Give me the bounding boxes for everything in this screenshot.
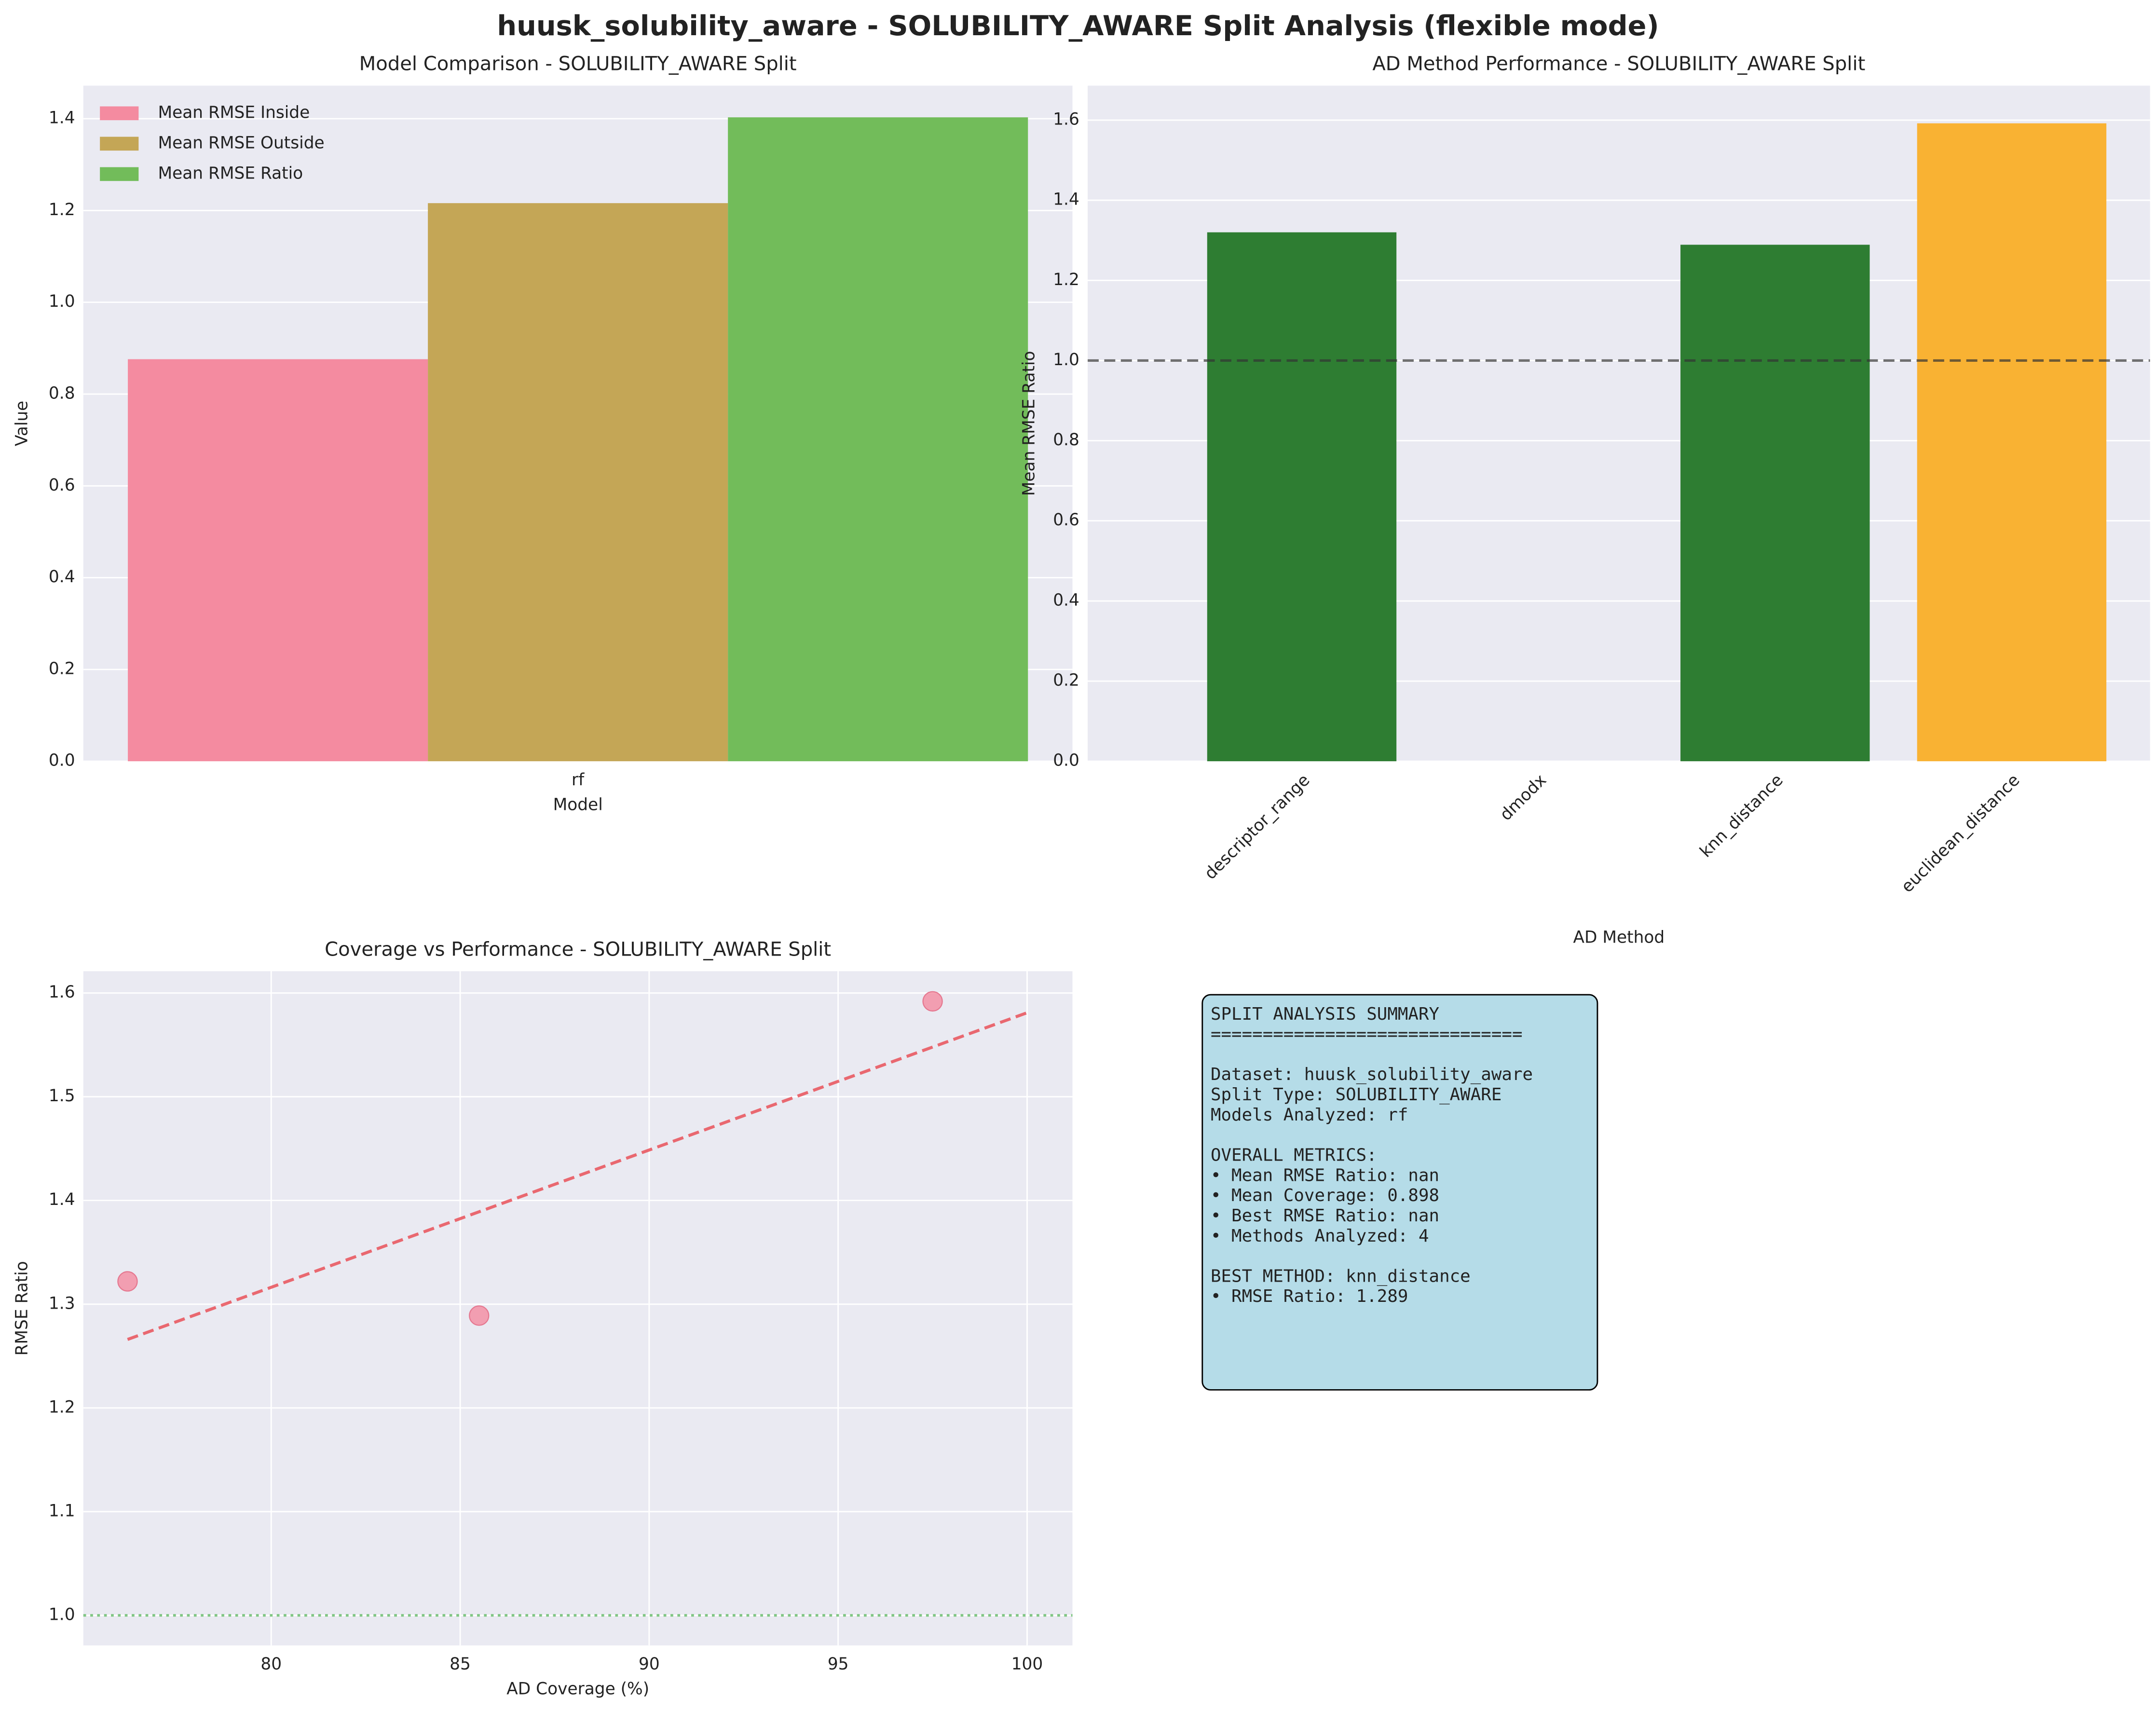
figure-title: huusk_solubility_aware - SOLUBILITY_AWAR… [497,10,1659,42]
legend-label: Mean RMSE Ratio [158,164,303,183]
summary-line: Dataset: huusk_solubility_aware [1211,1065,1533,1084]
chart-title: Coverage vs Performance - SOLUBILITY_AWA… [325,939,831,961]
chart-title: Model Comparison - SOLUBILITY_AWARE Spli… [359,53,797,75]
summary-line: OVERALL METRICS: [1211,1145,1377,1165]
y-tick-label: 1.0 [49,292,75,311]
legend-swatch [100,106,139,121]
x-axis-label: AD Coverage (%) [506,1679,649,1698]
legend-label: Mean RMSE Inside [158,103,310,122]
summary-box [1201,994,1598,1391]
scatter-point [922,991,943,1012]
x-tick-label: 85 [450,1654,471,1674]
x-tick-label: 95 [828,1654,849,1674]
x-tick-label: rf [572,770,585,790]
y-tick-label: 1.5 [49,1086,75,1106]
x-tick-label: 100 [1011,1654,1043,1674]
summary-line: • RMSE Ratio: 1.289 [1211,1286,1408,1306]
y-tick-label: 1.2 [49,200,75,219]
x-axis-label: Model [553,795,603,814]
y-tick-label: 1.0 [1053,350,1079,369]
y-tick-label: 1.6 [1053,110,1079,129]
bar [1917,123,2107,762]
y-tick-label: 1.4 [1053,190,1079,209]
y-axis-label: RMSE Ratio [12,1261,31,1355]
y-tick-label: 0.6 [49,476,75,495]
y-tick-label: 1.2 [49,1397,75,1417]
summary-line: • Mean RMSE Ratio: nan [1211,1165,1439,1185]
y-tick-label: 0.0 [49,751,75,770]
scatter-point [117,1271,138,1292]
summary-line: • Best RMSE Ratio: nan [1211,1206,1439,1226]
y-tick-label: 0.2 [49,659,75,678]
y-tick-label: 1.4 [49,109,75,128]
y-tick-label: 0.0 [1053,751,1079,770]
x-tick-label: 80 [260,1654,282,1674]
legend-label: Mean RMSE Outside [158,133,324,152]
summary-line: BEST METHOD: knn_distance [1211,1266,1471,1286]
x-axis-label: AD Method [1573,928,1665,947]
bar [428,203,728,762]
summary-line: SPLIT ANALYSIS SUMMARY [1211,1004,1439,1024]
y-tick-label: 0.2 [1053,671,1079,690]
bar [128,359,428,762]
y-tick-label: 1.3 [49,1294,75,1313]
y-tick-label: 0.4 [1053,590,1079,610]
summary-line: ============================== [1211,1025,1523,1044]
y-tick-label: 1.0 [49,1605,75,1624]
y-tick-label: 1.6 [49,983,75,1002]
legend-swatch [100,137,139,151]
y-tick-label: 0.4 [49,567,75,587]
bar [728,117,1028,762]
y-tick-label: 1.2 [1053,270,1079,289]
bar [1207,232,1397,762]
bar [1680,245,1870,762]
summary-line: Models Analyzed: rf [1211,1105,1408,1125]
y-tick-label: 1.4 [49,1190,75,1209]
plot-area [83,971,1073,1646]
y-tick-label: 0.8 [49,383,75,403]
summary-line: • Methods Analyzed: 4 [1211,1226,1429,1246]
y-axis-label: Value [12,401,31,446]
y-tick-label: 1.1 [49,1501,75,1520]
y-tick-label: 0.8 [1053,430,1079,450]
scatter-point [469,1305,490,1326]
x-tick-label: 90 [639,1654,660,1674]
summary-line: Split Type: SOLUBILITY_AWARE [1211,1085,1501,1105]
summary-line: • Mean Coverage: 0.898 [1211,1186,1439,1205]
y-tick-label: 0.6 [1053,510,1079,530]
chart-title: AD Method Performance - SOLUBILITY_AWARE… [1372,53,1865,75]
trend-line [127,1011,1028,1341]
legend-swatch [100,167,139,181]
y-axis-label: Mean RMSE Ratio [1019,351,1038,496]
